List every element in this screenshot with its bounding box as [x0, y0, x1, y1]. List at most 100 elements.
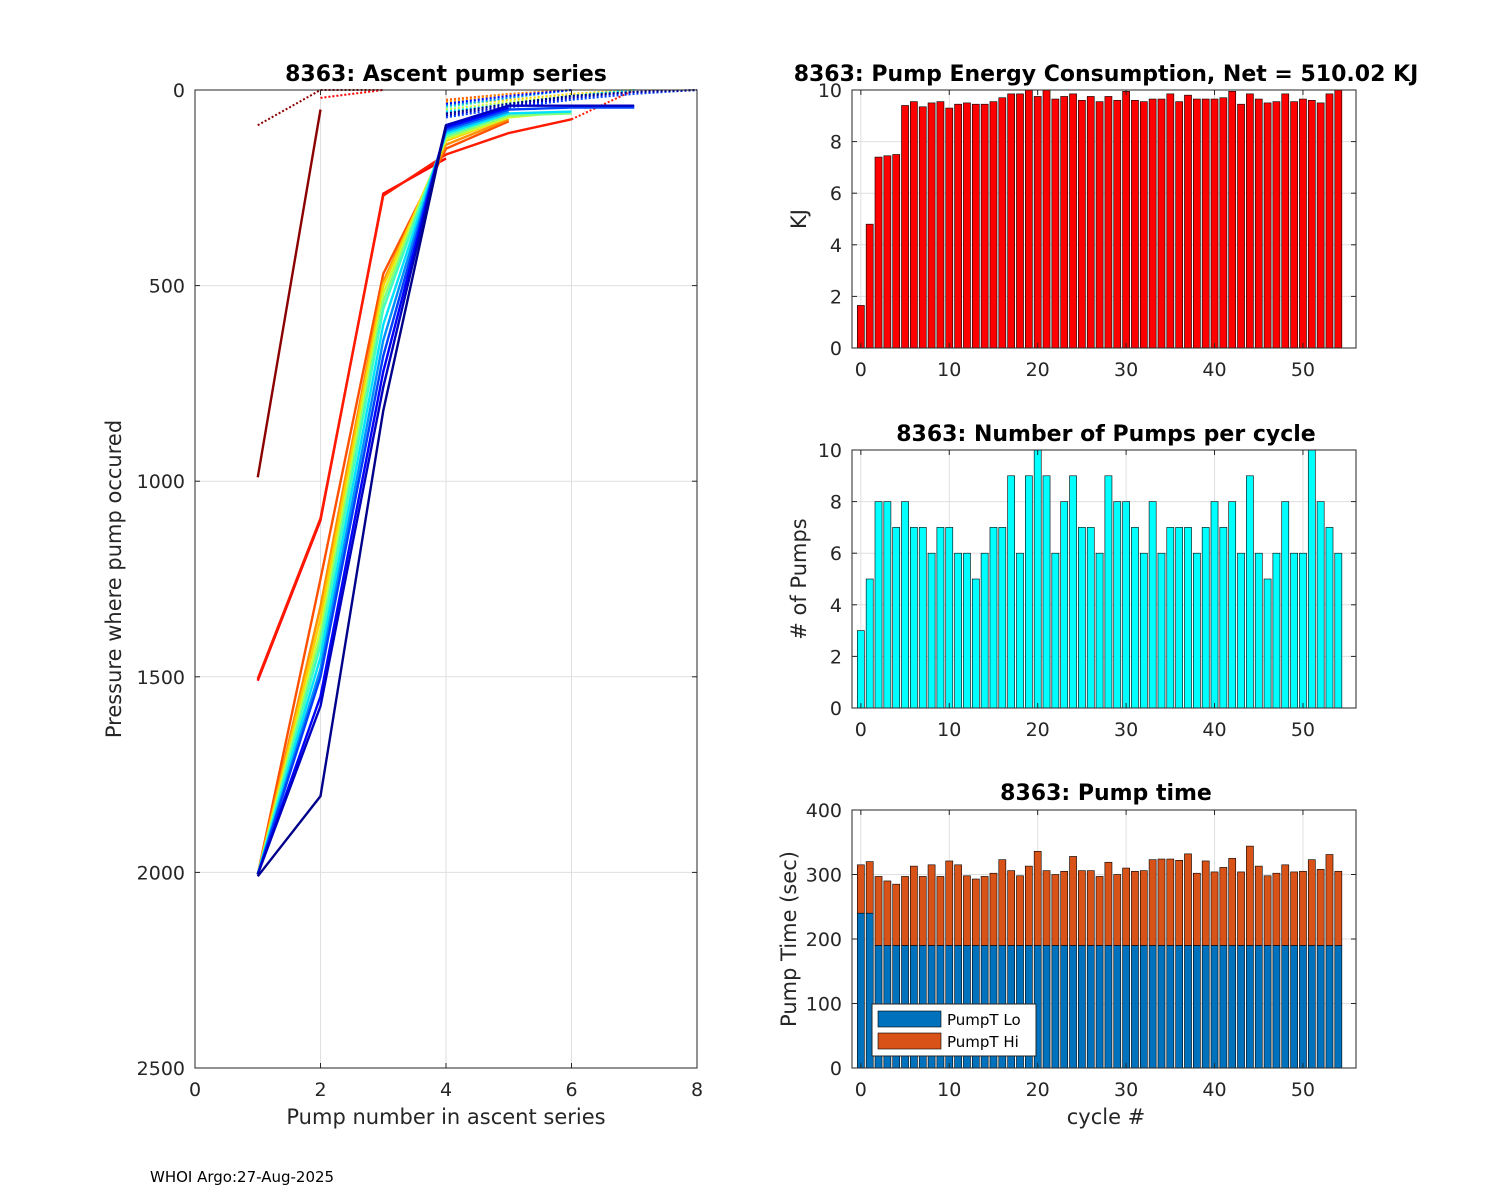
pumptime-y-tick-label: 400 — [806, 800, 842, 822]
pumptime-lo-bar-51 — [1307, 945, 1316, 1069]
pumptime-lo-bar-44 — [1246, 945, 1254, 1069]
energy-bar-6 — [910, 101, 918, 349]
pumptime-hi-bar-1 — [865, 861, 874, 914]
energy-y-tick-label: 6 — [830, 183, 842, 205]
pumps-y-tick-label: 8 — [830, 492, 842, 514]
pumptime-hi-bar-23 — [1060, 870, 1069, 946]
pumptime-hi-bar-12 — [963, 875, 971, 946]
pumptime-hi-bar-16 — [998, 859, 1007, 946]
pumptime-lo-bar-40 — [1210, 945, 1219, 1069]
pumps-bar-21 — [1042, 475, 1051, 709]
pumptime-hi-bar-45 — [1254, 865, 1263, 946]
energy-y-tick-label: 4 — [830, 235, 842, 257]
pumptime-lo-bar-36 — [1175, 945, 1183, 1069]
pumps-bar-22 — [1051, 552, 1060, 709]
energy-consumption-chart: 0 10 20 30 40 50 0 2 4 6 8 10 8363: Pump Energy Con… — [787, 62, 1418, 381]
pumps-bar-48 — [1281, 501, 1290, 709]
ascent-series-line-cycle-25 — [256, 112, 510, 875]
pumptime-y-axis-label: Pump Time (sec) — [777, 851, 801, 1027]
pumptime-lo-bar-33 — [1148, 945, 1157, 1069]
pumptime-hi-bar-48 — [1281, 864, 1290, 946]
pumptime-hi-bar-8 — [927, 864, 936, 946]
pumptime-hi-bar-44 — [1246, 845, 1254, 946]
energy-bar-13 — [971, 103, 980, 349]
pumptime-hi-bar-35 — [1166, 858, 1175, 946]
pumptime-hi-bar-47 — [1272, 872, 1281, 946]
pumptime-lo-bar-21 — [1042, 945, 1051, 1069]
pumps-bar-18 — [1016, 552, 1024, 709]
pumptime-lo-bar-0 — [857, 912, 865, 1069]
pumps-bar-44 — [1246, 475, 1254, 709]
pumptime-hi-bar-19 — [1025, 865, 1033, 946]
pumptime-hi-bar-11 — [954, 864, 962, 946]
pumps-bar-10 — [945, 527, 954, 709]
pumptime-lo-bar-49 — [1290, 945, 1298, 1069]
ascent-x-tick-label: 0 — [189, 1079, 201, 1101]
legend-label-hi: PumpT Hi — [947, 1033, 1019, 1051]
energy-bar-45 — [1254, 98, 1263, 349]
ascent-x-tick-label: 8 — [691, 1079, 703, 1101]
pumptime-x-tick-label: 40 — [1202, 1079, 1226, 1101]
energy-y-tick-label: 2 — [830, 286, 842, 308]
energy-bar-14 — [980, 103, 989, 349]
ascent-y-tick-label: 500 — [149, 276, 185, 298]
pumptime-lo-bar-25 — [1078, 945, 1086, 1069]
ascent-chart-title: 8363: Ascent pump series — [285, 62, 607, 87]
energy-bar-33 — [1148, 98, 1157, 349]
pumps-bar-20 — [1033, 449, 1042, 709]
pumptime-lo-bar-47 — [1272, 945, 1281, 1069]
energy-bar-18 — [1016, 93, 1024, 349]
ascent-series-dotted-cycle-30 — [445, 89, 635, 113]
pumptime-lo-bar-42 — [1228, 945, 1237, 1069]
pumptime-lo-bar-41 — [1219, 945, 1228, 1069]
pumps-x-tick-label: 10 — [937, 719, 961, 741]
pumps-x-tick-label: 30 — [1114, 719, 1138, 741]
pumps-bar-42 — [1228, 501, 1237, 709]
footer-credit: WHOI Argo:27-Aug-2025 — [150, 1168, 334, 1186]
pumptime-hi-bar-33 — [1148, 859, 1157, 946]
pumptime-y-tick-label: 0 — [830, 1058, 842, 1080]
energy-bar-43 — [1237, 103, 1245, 349]
energy-bar-52 — [1316, 102, 1325, 349]
pumps-bar-28 — [1104, 475, 1113, 709]
pumptime-x-tick-label: 10 — [937, 1079, 961, 1101]
energy-bar-19 — [1025, 89, 1033, 349]
legend-swatch-hi — [877, 1032, 942, 1050]
pumps-bar-25 — [1078, 527, 1086, 709]
pumps-bar-33 — [1148, 501, 1157, 709]
energy-bar-0 — [857, 305, 865, 349]
pumptime-hi-bar-41 — [1219, 867, 1228, 946]
pumptime-hi-bar-10 — [945, 860, 954, 946]
energy-bar-35 — [1166, 93, 1175, 349]
pumptime-lo-bar-22 — [1051, 945, 1060, 1069]
pumptime-x-axis-label: cycle # — [1067, 1105, 1146, 1129]
pumps-bar-26 — [1086, 527, 1095, 709]
energy-bar-37 — [1184, 94, 1192, 349]
pumptime-hi-bar-28 — [1104, 861, 1113, 946]
pump-time-chart: 0 10 20 30 40 50 0 100 200 300 400 8363: Pump time… — [777, 781, 1357, 1129]
energy-bar-17 — [1007, 93, 1015, 349]
pumps-chart-title: 8363: Number of Pumps per cycle — [896, 422, 1315, 447]
ascent-series-line-cycle-10 — [256, 116, 510, 875]
energy-bar-50 — [1299, 98, 1307, 349]
pumps-x-tick-label: 40 — [1202, 719, 1226, 741]
ascent-series-line-cycle-3 — [256, 120, 510, 875]
pumptime-hi-bar-0 — [857, 864, 865, 914]
energy-bar-51 — [1307, 100, 1316, 349]
energy-bar-54 — [1334, 89, 1343, 349]
pumptime-hi-bar-24 — [1069, 856, 1077, 946]
energy-bar-24 — [1069, 93, 1077, 349]
energy-bar-47 — [1272, 101, 1281, 349]
pumps-bar-36 — [1175, 527, 1183, 709]
energy-bar-22 — [1051, 98, 1060, 349]
pumps-x-tick-label: 20 — [1026, 719, 1050, 741]
pumps-bar-3 — [883, 501, 892, 709]
pumps-bar-41 — [1219, 527, 1228, 709]
energy-bar-16 — [998, 97, 1007, 349]
pumptime-hi-bar-17 — [1007, 870, 1015, 946]
pumptime-hi-bar-18 — [1016, 875, 1024, 946]
pumps-bar-11 — [954, 552, 962, 709]
pumps-bar-8 — [927, 552, 936, 709]
pumps-bar-16 — [998, 527, 1007, 709]
pumps-bar-54 — [1334, 552, 1343, 709]
